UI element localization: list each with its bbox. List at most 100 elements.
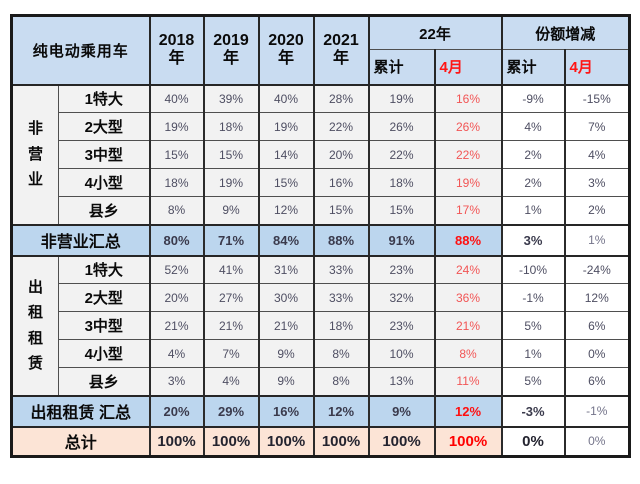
subheader-april: 4月 bbox=[563, 49, 631, 86]
ev-share-table: 纯电动乘用车 2018 年 2019 年 2020 年 2021 年 22年 份… bbox=[10, 14, 631, 458]
table-row: 2大型 19% 18% 19% 22% 26% 26% 4% 7% bbox=[12, 112, 631, 141]
value-cell: 28% bbox=[312, 84, 370, 113]
table-row: 县乡 8% 9% 12% 15% 15% 17% 1% 2% bbox=[12, 196, 631, 225]
total-value-cell-april: 100% bbox=[433, 425, 503, 457]
table-title: 纯电动乘用车 bbox=[11, 15, 150, 86]
value-cell: 18% bbox=[312, 311, 370, 340]
total-row: 总计 100% 100% 100% 100% 100% 100% 0% 0% bbox=[11, 425, 631, 457]
summary-value-cell-share: 1% bbox=[563, 223, 631, 257]
value-cell: 16% bbox=[312, 168, 370, 197]
value-cell-share: 2% bbox=[500, 140, 566, 169]
row-label: 县乡 bbox=[58, 196, 150, 225]
table-row: 2大型 20% 27% 30% 33% 32% 36% -1% 12% bbox=[12, 283, 631, 312]
total-value-cell: 100% bbox=[148, 425, 205, 457]
subheader-cumulative: 累计 bbox=[500, 49, 566, 86]
row-label: 3中型 bbox=[58, 140, 150, 169]
value-cell: 18% bbox=[367, 168, 436, 197]
total-value-cell: 100% bbox=[257, 425, 315, 457]
summary-label: 出租租赁 汇总 bbox=[11, 394, 150, 428]
total-value-cell: 100% bbox=[312, 425, 370, 457]
table-row: 出 租 租 赁 1特大 52% 41% 31% 33% 23% 24% -10%… bbox=[11, 255, 631, 396]
row-label: 4小型 bbox=[58, 339, 150, 368]
value-cell-share: -9% bbox=[500, 84, 566, 113]
value-cell: 7% bbox=[202, 339, 260, 368]
value-cell-share: -24% bbox=[563, 255, 631, 284]
summary-value-cell: 84% bbox=[257, 223, 315, 257]
value-cell-april: 26% bbox=[433, 112, 503, 141]
value-cell: 20% bbox=[312, 140, 370, 169]
value-cell-april: 8% bbox=[433, 339, 503, 368]
total-value-cell: 100% bbox=[202, 425, 260, 457]
year-header-2021: 2021 年 bbox=[312, 15, 370, 86]
value-cell: 8% bbox=[148, 196, 205, 225]
value-cell: 9% bbox=[257, 339, 315, 368]
value-cell-share: 7% bbox=[563, 112, 631, 141]
value-cell-share: -10% bbox=[500, 255, 566, 284]
row-label: 1特大 bbox=[58, 84, 150, 113]
row-label: 2大型 bbox=[58, 283, 150, 312]
value-cell-share: 12% bbox=[563, 283, 631, 312]
value-cell: 15% bbox=[202, 140, 260, 169]
total-value-cell-share: 0% bbox=[563, 425, 631, 457]
value-cell-share: -1% bbox=[500, 283, 566, 312]
value-cell-share: 2% bbox=[563, 196, 631, 225]
value-cell: 19% bbox=[202, 168, 260, 197]
value-cell: 23% bbox=[367, 255, 436, 284]
value-cell-april: 22% bbox=[433, 140, 503, 169]
value-cell: 4% bbox=[202, 367, 260, 396]
period-header-22: 22年 bbox=[367, 15, 503, 50]
row-label: 1特大 bbox=[58, 255, 150, 284]
value-cell: 19% bbox=[367, 84, 436, 113]
value-cell: 26% bbox=[367, 112, 436, 141]
summary-row-rental: 出租租赁 汇总 20% 29% 16% 12% 9% 12% -3% -1% bbox=[11, 394, 631, 428]
year-header-2018: 2018 年 bbox=[148, 15, 205, 86]
value-cell-april: 16% bbox=[433, 84, 503, 113]
total-label: 总计 bbox=[11, 425, 150, 457]
value-cell: 41% bbox=[202, 255, 260, 284]
value-cell: 27% bbox=[202, 283, 260, 312]
value-cell: 15% bbox=[367, 196, 436, 225]
table-row: 4小型 4% 7% 9% 8% 10% 8% 1% 0% bbox=[12, 339, 631, 368]
header-row-sub: 累计 4月 累计 4月 bbox=[12, 49, 631, 86]
row-label: 县乡 bbox=[58, 367, 150, 396]
year-header-2020: 2020 年 bbox=[257, 15, 315, 86]
value-cell: 21% bbox=[148, 311, 205, 340]
value-cell-april: 17% bbox=[433, 196, 503, 225]
value-cell: 3% bbox=[148, 367, 205, 396]
value-cell: 10% bbox=[367, 339, 436, 368]
value-cell: 32% bbox=[367, 283, 436, 312]
summary-value-cell: 9% bbox=[367, 394, 436, 428]
row-label: 2大型 bbox=[58, 112, 150, 141]
summary-value-cell-april: 12% bbox=[433, 394, 503, 428]
value-cell: 39% bbox=[202, 84, 260, 113]
table-row: 3中型 15% 15% 14% 20% 22% 22% 2% 4% bbox=[12, 140, 631, 169]
value-cell-april: 11% bbox=[433, 367, 503, 396]
value-cell: 30% bbox=[257, 283, 315, 312]
group-label-rental: 出 租 租 赁 bbox=[11, 255, 59, 396]
value-cell: 19% bbox=[257, 112, 315, 141]
summary-value-cell: 88% bbox=[312, 223, 370, 257]
value-cell: 52% bbox=[148, 255, 205, 284]
summary-value-cell-share: -1% bbox=[563, 394, 631, 428]
value-cell: 21% bbox=[257, 311, 315, 340]
year-header-2019: 2019 年 bbox=[202, 15, 260, 86]
value-cell-share: 4% bbox=[500, 112, 566, 141]
header-row-top: 纯电动乘用车 2018 年 2019 年 2020 年 2021 年 22年 份… bbox=[11, 15, 631, 86]
value-cell: 22% bbox=[367, 140, 436, 169]
summary-value-cell: 29% bbox=[202, 394, 260, 428]
total-value-cell-share: 0% bbox=[500, 425, 566, 457]
value-cell: 8% bbox=[312, 339, 370, 368]
value-cell: 40% bbox=[257, 84, 315, 113]
value-cell-share: 4% bbox=[563, 140, 631, 169]
value-cell: 9% bbox=[257, 367, 315, 396]
value-cell-share: 0% bbox=[563, 339, 631, 368]
share-change-header: 份额增减 bbox=[500, 15, 631, 50]
value-cell-april: 24% bbox=[433, 255, 503, 284]
value-cell-april: 21% bbox=[433, 311, 503, 340]
value-cell-april: 36% bbox=[433, 283, 503, 312]
total-value-cell: 100% bbox=[367, 425, 436, 457]
summary-value-cell-share: 3% bbox=[500, 223, 566, 257]
row-label: 3中型 bbox=[58, 311, 150, 340]
row-label: 4小型 bbox=[58, 168, 150, 197]
summary-row-non-operating: 非营业汇总 80% 71% 84% 88% 91% 88% 3% 1% bbox=[11, 223, 631, 257]
